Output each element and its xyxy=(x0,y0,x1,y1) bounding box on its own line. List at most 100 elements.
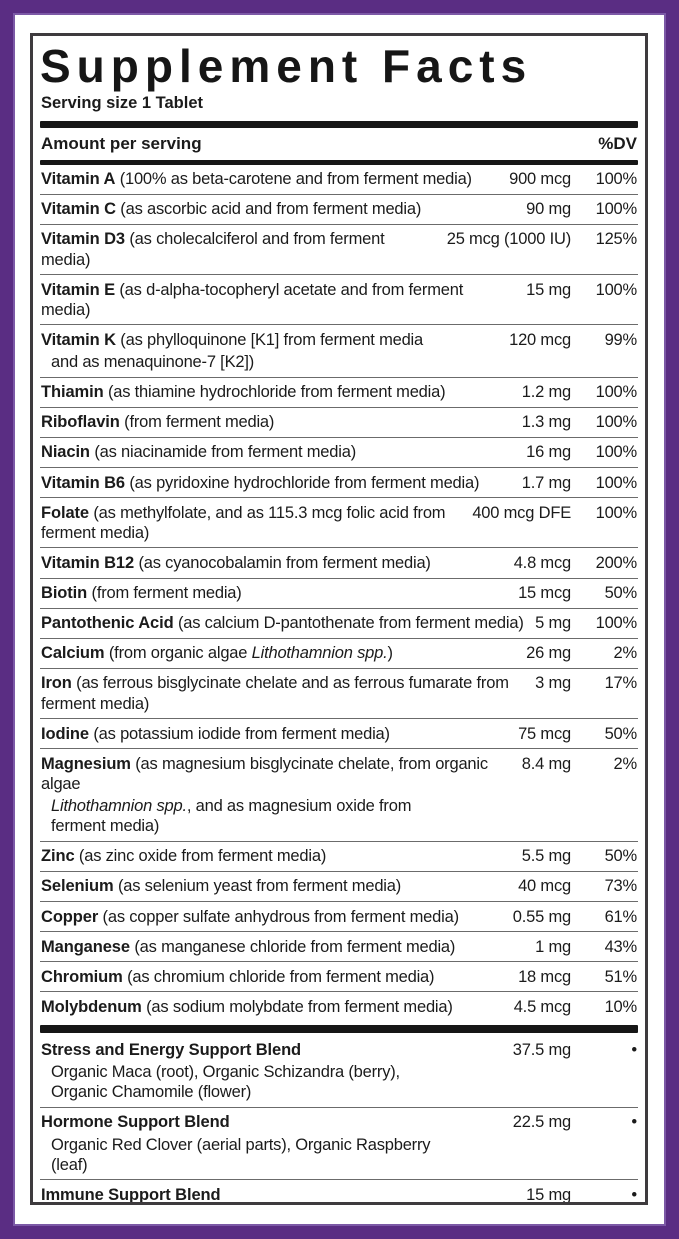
nutrient-row: Thiamin (as thiamine hydrochloride from … xyxy=(40,376,638,407)
nutrient-row: Iodine (as potassium iodide from ferment… xyxy=(40,718,638,748)
dv-value: 43% xyxy=(604,937,638,956)
nutrient-row: Vitamin B6 (as pyridoxine hydrochloride … xyxy=(40,467,638,497)
nutrient-row: Molybdenum (as sodium molybdate from fer… xyxy=(40,991,638,1021)
amount-value: 16 mg xyxy=(526,443,571,462)
dv-value: 125% xyxy=(595,230,638,249)
amount-value: 4.5 mcg xyxy=(513,997,571,1016)
nutrient-row: Biotin (from ferment media) 15 mcg 50% xyxy=(40,577,638,608)
nutrient-name-desc: Calcium (from organic algae Lithothamnio… xyxy=(41,644,393,663)
dv-value: • xyxy=(631,1185,637,1204)
amount-value: 15 mg xyxy=(526,280,571,299)
nutrient-name-desc: Stress and Energy Support Blend xyxy=(41,1041,302,1060)
amount-value: 1.7 mg xyxy=(521,473,571,492)
amount-value: 400 mcg DFE xyxy=(472,503,571,522)
nutrient-name-desc: Vitamin E (as d-alpha-tocopheryl acetate… xyxy=(41,280,464,319)
dv-value: • xyxy=(631,1041,637,1060)
amount-value: 26 mg xyxy=(526,644,571,663)
nutrient-row: Calcium (from organic algae Lithothamnio… xyxy=(40,637,638,668)
amount-value: 25 mcg (1000 IU) xyxy=(446,230,571,249)
nutrient-row: Vitamin A (100% as beta-carotene and fro… xyxy=(40,165,638,194)
nutrient-name-desc: Vitamin B6 (as pyridoxine hydrochloride … xyxy=(41,473,480,492)
amount-value: 4.8 mcg xyxy=(513,553,571,572)
dv-value: 61% xyxy=(604,907,638,926)
amount-value: 3 mg xyxy=(535,674,571,693)
amount-value: 75 mcg xyxy=(518,724,571,743)
supplement-facts-panel: Supplement Facts Serving size 1 Tablet A… xyxy=(30,33,648,1205)
blend-row: Stress and Energy Support Blend 37.5 mg • O… xyxy=(40,1036,638,1107)
nutrient-row: Copper (as copper sulfate anhydrous from… xyxy=(40,901,638,931)
nutrient-name-desc: Iron (as ferrous bisglycinate chelate an… xyxy=(41,674,509,713)
blend-row: Hormone Support Blend 22.5 mg • Organic Red… xyxy=(40,1106,638,1179)
amount-value: 22.5 mg xyxy=(512,1113,571,1132)
nutrient-row: Zinc (as zinc oxide from ferment media) 5… xyxy=(40,840,638,871)
percent-dv-header: %DV xyxy=(598,133,637,153)
dv-value: 73% xyxy=(604,877,638,896)
panel-title: Supplement Facts xyxy=(40,40,533,92)
amount-value: 1.2 mg xyxy=(521,383,571,402)
nutrient-name-desc: Magnesium (as magnesium bisglycinate che… xyxy=(41,754,488,793)
dv-value: 99% xyxy=(604,330,638,349)
amount-value: 15 mg xyxy=(526,1185,571,1204)
amount-value: 90 mg xyxy=(526,200,571,219)
dv-value: 100% xyxy=(595,614,638,633)
dv-value: 10% xyxy=(604,997,638,1016)
nutrient-name-desc: Niacin (as niacinamide from ferment medi… xyxy=(41,443,356,462)
nutrient-row: Manganese (as manganese chloride from fe… xyxy=(40,931,638,961)
nutrient-name-desc: Hormone Support Blend xyxy=(41,1113,230,1132)
amount-value: 5 mg xyxy=(535,614,571,633)
nutrient-row: Chromium (as chromium chloride from ferm… xyxy=(40,961,638,991)
nutrient-name-desc: Riboflavin (from ferment media) xyxy=(41,413,275,432)
amount-value: 0.55 mg xyxy=(512,907,571,926)
row-continuation: Organic Red Clover (aerial parts), Organ… xyxy=(51,1135,431,1174)
amount-value: 37.5 mg xyxy=(512,1041,571,1060)
thick-divider xyxy=(40,1024,638,1033)
dv-value: 100% xyxy=(595,280,638,299)
thick-divider xyxy=(40,159,638,165)
blend-table: Stress and Energy Support Blend 37.5 mg • O… xyxy=(40,1036,638,1204)
nutrient-row: Vitamin K (as phylloquinone [K1] from fe… xyxy=(40,324,638,376)
column-header-row: Amount per serving %DV xyxy=(40,130,638,158)
nutrient-row: Pantothenic Acid (as calcium D-pantothen… xyxy=(40,607,638,638)
nutrient-row: Niacin (as niacinamide from ferment medi… xyxy=(40,436,638,467)
nutrient-name-desc: Vitamin K (as phylloquinone [K1] from fe… xyxy=(41,330,424,349)
nutrient-table: Vitamin A (100% as beta-carotene and fro… xyxy=(40,165,638,1022)
nutrient-row: Vitamin E (as d-alpha-tocopheryl acetate… xyxy=(40,274,638,324)
dv-value: 100% xyxy=(595,413,638,432)
nutrient-name-desc: Selenium (as selenium yeast from ferment… xyxy=(41,877,402,896)
dv-value: 2% xyxy=(613,644,638,663)
dv-value: • xyxy=(631,1113,637,1132)
nutrient-name-desc: Folate (as methylfolate, and as 115.3 mc… xyxy=(41,503,446,542)
serving-size: Serving size 1 Tablet xyxy=(41,93,204,112)
dv-value: 17% xyxy=(604,674,638,693)
amount-value: 18 mcg xyxy=(518,967,571,986)
dv-value: 100% xyxy=(595,200,638,219)
dv-value: 50% xyxy=(604,724,638,743)
nutrient-name-desc: Manganese (as manganese chloride from fe… xyxy=(41,937,456,956)
amount-value: 5.5 mg xyxy=(521,847,571,866)
dv-value: 100% xyxy=(595,383,638,402)
nutrient-row: Selenium (as selenium yeast from ferment… xyxy=(40,870,638,901)
nutrient-name-desc: Copper (as copper sulfate anhydrous from… xyxy=(41,907,459,926)
amount-value: 15 mcg xyxy=(518,584,571,603)
amount-per-serving-header: Amount per serving xyxy=(41,133,202,153)
amount-value: 900 mcg xyxy=(509,170,571,189)
dv-value: 50% xyxy=(604,847,638,866)
amount-value: 1 mg xyxy=(535,937,571,956)
nutrient-name-desc: Vitamin C (as ascorbic acid and from fer… xyxy=(41,200,422,219)
nutrient-name-desc: Zinc (as zinc oxide from ferment media) xyxy=(41,847,327,866)
amount-value: 120 mcg xyxy=(509,330,571,349)
nutrient-row: Riboflavin (from ferment media) 1.3 mg 100… xyxy=(40,406,638,437)
nutrient-name-desc: Chromium (as chromium chloride from ferm… xyxy=(41,967,435,986)
dv-value: 100% xyxy=(595,170,638,189)
nutrient-row: Magnesium (as magnesium bisglycinate che… xyxy=(40,748,638,841)
dv-value: 51% xyxy=(604,967,638,986)
nutrient-name-desc: Immune Support Blend xyxy=(41,1185,221,1204)
amount-value: 8.4 mg xyxy=(521,754,571,773)
nutrient-name-desc: Pantothenic Acid (as calcium D-pantothen… xyxy=(41,614,524,633)
nutrient-name-desc: Thiamin (as thiamine hydrochloride from … xyxy=(41,383,446,402)
nutrient-row: Vitamin D3 (as cholecalciferol and from … xyxy=(40,223,638,274)
nutrient-name-desc: Vitamin A (100% as beta-carotene and fro… xyxy=(41,170,472,189)
amount-value: 1.3 mg xyxy=(521,413,571,432)
nutrient-name-desc: Biotin (from ferment media) xyxy=(41,584,242,603)
dv-value: 200% xyxy=(595,553,638,572)
